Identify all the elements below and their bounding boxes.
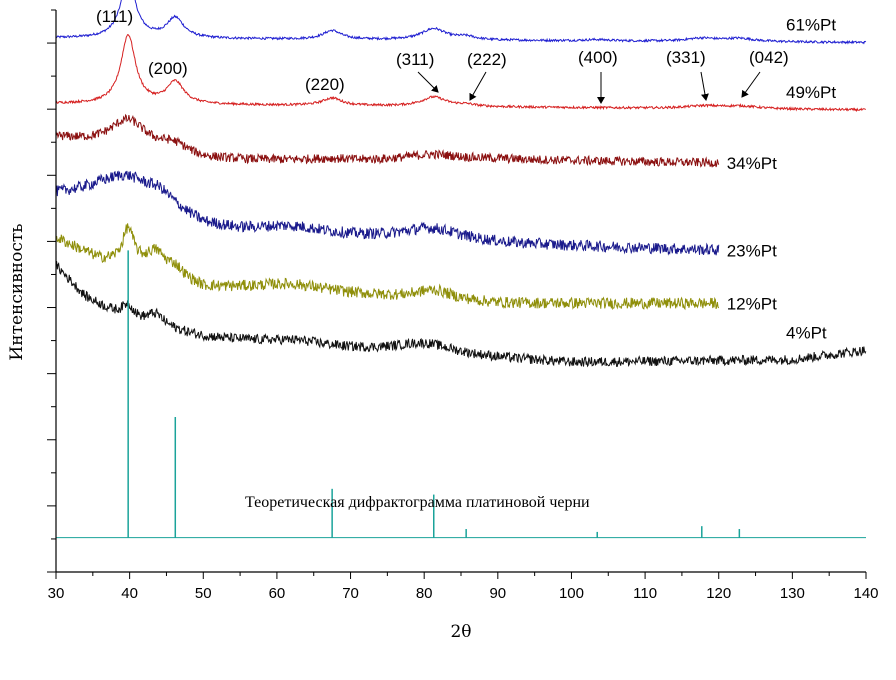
peak-annotation-311: (311) xyxy=(396,50,434,69)
series-line-49%Pt xyxy=(55,34,866,113)
series-label-34%Pt: 34%Pt xyxy=(727,154,777,173)
series-line-34%Pt xyxy=(55,113,720,168)
peak-annotation-220: (220) xyxy=(305,75,345,94)
series-line-12%Pt xyxy=(55,223,720,311)
series-label-4%Pt: 4%Pt xyxy=(786,323,827,342)
x-axis-title: 2θ xyxy=(450,622,471,642)
peak-annotation-331: (331) xyxy=(666,48,706,67)
peak-annotation-400: (400) xyxy=(578,48,618,67)
series-line-61%Pt xyxy=(55,0,867,45)
annotation-arrow xyxy=(469,71,487,101)
x-tick-label: 80 xyxy=(416,585,433,602)
x-tick-label: 50 xyxy=(195,585,212,602)
x-tick-label: 140 xyxy=(853,585,878,602)
x-tick-label: 100 xyxy=(559,585,584,602)
x-tick-label: 110 xyxy=(633,585,657,602)
peak-annotation-222: (222) xyxy=(467,50,507,69)
x-tick-label: 30 xyxy=(48,585,65,602)
x-tick-label: 40 xyxy=(121,585,138,602)
peak-annotation-200: (200) xyxy=(148,59,188,78)
series-label-49%Pt: 49%Pt xyxy=(786,83,836,102)
y-axis-title: Интенсивность xyxy=(7,223,27,360)
peak-annotation-042: (042) xyxy=(749,48,789,67)
series-line-4%Pt xyxy=(55,260,867,368)
annotation-arrow xyxy=(741,71,761,98)
peak-annotation-111: (111) xyxy=(96,7,133,26)
x-tick-label: 70 xyxy=(342,585,359,602)
x-tick-label: 130 xyxy=(780,585,805,602)
x-tick-label: 60 xyxy=(269,585,286,602)
x-tick-label: 90 xyxy=(489,585,506,602)
series-label-12%Pt: 12%Pt xyxy=(727,294,777,313)
series-line-23%Pt xyxy=(55,170,720,256)
series-label-23%Pt: 23%Pt xyxy=(727,241,777,260)
reference-label: Теоретическая дифрактограмма платиновой … xyxy=(245,494,590,511)
annotation-arrow xyxy=(417,71,439,93)
x-tick-label: 120 xyxy=(706,585,731,602)
series-label-61%Pt: 61%Pt xyxy=(786,15,836,34)
annotation-arrow xyxy=(700,71,709,101)
